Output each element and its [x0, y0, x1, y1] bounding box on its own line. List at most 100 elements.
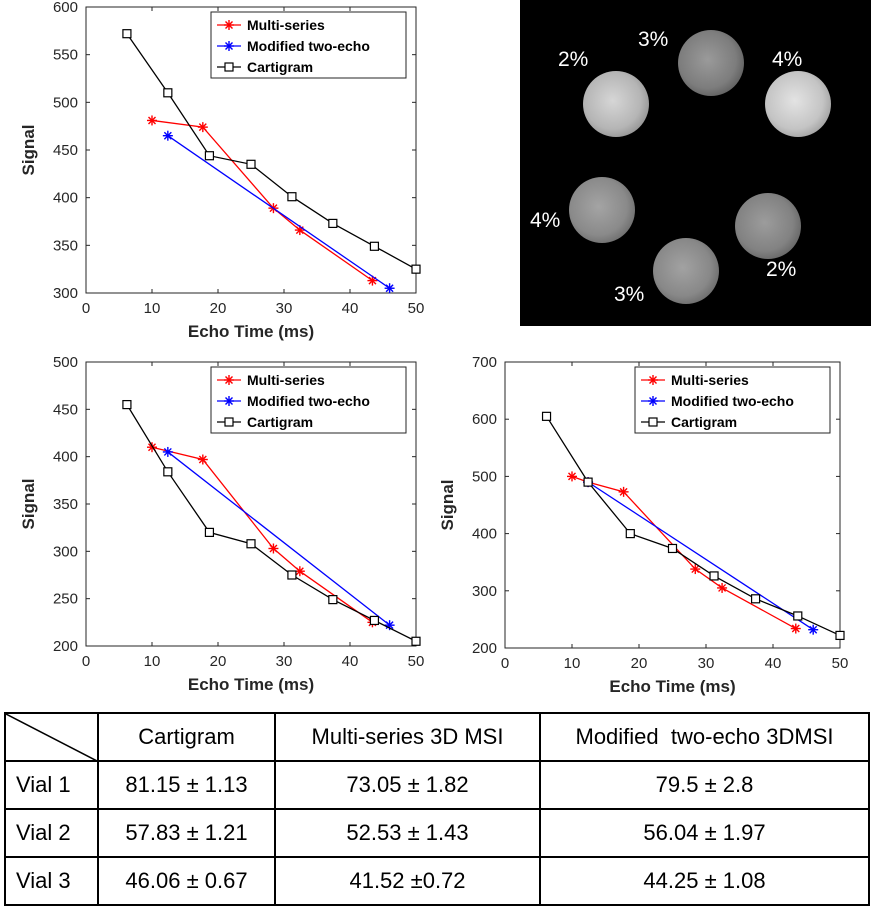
legend-marker [224, 417, 234, 427]
legend-label: Multi-series [671, 372, 749, 388]
x-tick-label: 50 [408, 300, 425, 317]
legend-marker [224, 375, 234, 385]
label-vial-upper-right: 4% [772, 48, 803, 71]
x-tick-label: 0 [82, 653, 90, 670]
data-point-asterisk [690, 564, 701, 575]
table-row: Vial 2 57.83 ± 1.21 52.53 ± 1.43 56.04 ±… [4, 808, 870, 858]
data-point-asterisk [147, 115, 157, 126]
y-tick-label: 300 [472, 583, 497, 600]
x-tick-label: 10 [564, 655, 581, 672]
x-tick-label: 30 [276, 653, 293, 670]
data-point-square [835, 630, 845, 641]
legend-label: Modified two-echo [247, 38, 370, 54]
x-tick-label: 30 [276, 300, 293, 317]
data-point-asterisk [384, 283, 395, 294]
data-point-square [204, 151, 215, 161]
y-tick-label: 400 [472, 526, 497, 543]
y-tick-label: 400 [53, 190, 78, 207]
y-tick-label: 350 [53, 496, 78, 513]
y-tick-label: 500 [472, 468, 497, 485]
x-tick-label: 10 [144, 653, 161, 670]
data-point-square [122, 29, 132, 39]
table-cell: 44.25 ± 1.08 [539, 856, 870, 906]
data-point-asterisk [717, 582, 728, 593]
x-tick-label: 50 [832, 655, 849, 672]
data-point-square [287, 192, 297, 202]
y-tick-label: 600 [472, 411, 497, 428]
data-point-square [583, 477, 593, 487]
vial-bottom [653, 238, 719, 304]
data-point-asterisk [197, 454, 208, 465]
legend-label: Cartigram [247, 59, 313, 75]
data-point-square [709, 571, 719, 581]
y-axis-label: Signal [19, 478, 38, 529]
y-axis-label: Signal [438, 479, 457, 530]
y-tick-label: 500 [53, 354, 78, 371]
x-tick-label: 40 [342, 300, 359, 317]
y-tick-label: 250 [53, 591, 78, 608]
data-point-square [750, 594, 761, 604]
results-table: Cartigram Multi-series 3D MSI Modified t… [4, 712, 870, 906]
data-point-square [667, 543, 678, 554]
x-tick-label: 40 [342, 653, 359, 670]
y-tick-label: 300 [53, 285, 78, 302]
data-point-asterisk [790, 623, 801, 634]
x-tick-label: 0 [501, 655, 509, 672]
data-point-square [541, 411, 552, 421]
data-point-square [793, 611, 803, 621]
x-tick-label: 20 [210, 653, 227, 670]
data-point-square [328, 218, 338, 229]
legend-label: Cartigram [671, 414, 737, 430]
data-point-asterisk [567, 471, 577, 482]
table-cell: 46.06 ± 0.67 [97, 856, 276, 906]
data-point-asterisk [618, 486, 629, 497]
table-header-cell: Multi-series 3D MSI [274, 712, 541, 762]
table-corner-cell [4, 712, 99, 762]
x-tick-label: 40 [765, 655, 782, 672]
x-tick-label: 30 [698, 655, 715, 672]
x-axis-label: Echo Time (ms) [609, 677, 735, 696]
data-point-square [411, 636, 421, 646]
data-point-asterisk [162, 446, 173, 457]
vial-upper-left [583, 71, 649, 137]
label-vial-upper-left: 2% [558, 48, 589, 71]
signal-chart-top-left: 0 10 20 30 40 50 300 350 400 450 500 550 600 Echo Tim… [19, 0, 425, 341]
y-tick-label: 600 [53, 0, 78, 16]
data-point-square [411, 264, 421, 274]
legend-marker [224, 20, 234, 30]
y-tick-label: 500 [53, 94, 78, 111]
legend-label: Cartigram [247, 414, 313, 430]
signal-chart-bottom-right: 0 10 20 30 40 50 200 300 400 500 600 700 Echo Time (… [438, 354, 849, 696]
y-axis-label: Signal [19, 124, 38, 175]
legend-label: Multi-series [247, 372, 325, 388]
legend-marker [648, 375, 658, 385]
corner-diagonal [6, 714, 99, 762]
y-tick-label: 450 [53, 142, 78, 159]
x-axis-label: Echo Time (ms) [188, 675, 314, 694]
vial-top [678, 30, 744, 96]
table-row: Vial 1 81.15 ± 1.13 73.05 ± 1.82 79.5 ± … [4, 760, 870, 810]
legend-marker [648, 396, 658, 406]
table-cell: 57.83 ± 1.21 [97, 808, 276, 858]
data-point-square [163, 467, 173, 477]
vial-lower-left [569, 177, 635, 243]
legend-marker [224, 396, 234, 406]
label-vial-lower-right: 2% [766, 258, 797, 281]
y-tick-label: 700 [472, 354, 497, 371]
data-point-square [246, 159, 256, 169]
table-header-cell: Modified two-echo 3DMSI [539, 712, 870, 762]
vial-upper-right [765, 71, 831, 137]
data-point-square [625, 529, 635, 539]
x-tick-label: 20 [210, 300, 227, 317]
data-point-square [122, 399, 132, 410]
table-header-cell: Cartigram [97, 712, 276, 762]
data-point-square [163, 88, 173, 98]
table-cell: 81.15 ± 1.13 [97, 760, 276, 810]
table-cell: 41.52 ±0.72 [274, 856, 541, 906]
series-line [167, 451, 391, 626]
vial-lower-right [735, 193, 801, 259]
data-point-square [204, 527, 215, 537]
label-vial-top: 3% [638, 28, 669, 51]
series-line [126, 33, 417, 270]
y-tick-label: 300 [53, 543, 78, 560]
